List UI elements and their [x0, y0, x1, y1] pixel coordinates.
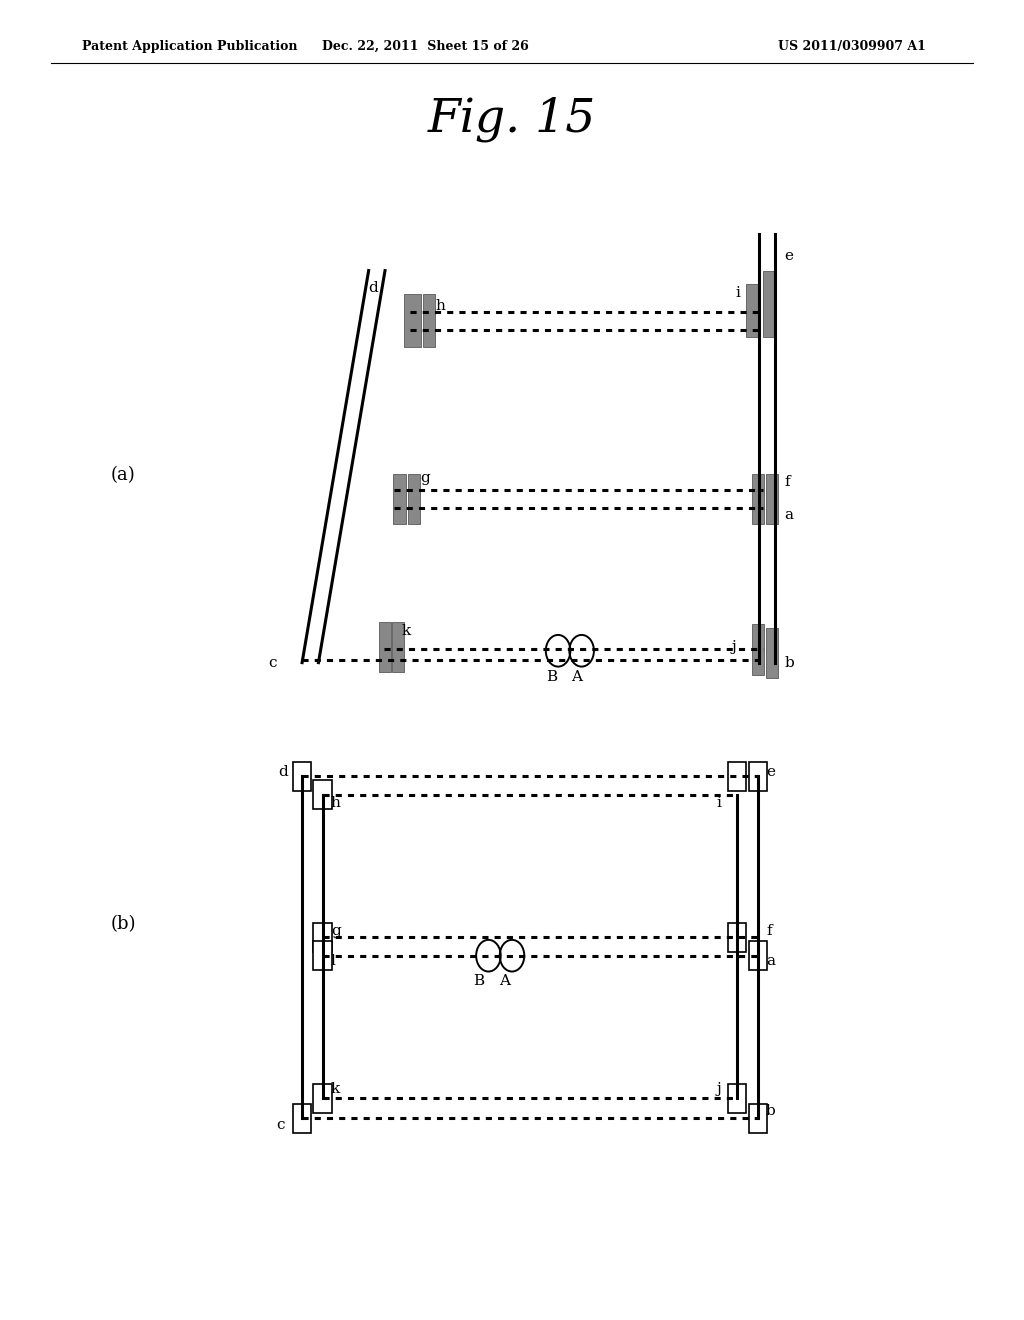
Text: g: g	[331, 924, 341, 937]
Bar	[752, 474, 764, 524]
Bar	[404, 294, 421, 347]
Text: d: d	[369, 281, 379, 294]
Bar	[746, 284, 759, 337]
Text: B: B	[473, 974, 484, 987]
Text: a: a	[766, 954, 775, 968]
Text: k: k	[401, 624, 411, 638]
Text: i: i	[717, 796, 722, 809]
Text: i: i	[735, 286, 740, 300]
Bar	[749, 762, 767, 791]
Text: Dec. 22, 2011  Sheet 15 of 26: Dec. 22, 2011 Sheet 15 of 26	[322, 40, 528, 53]
Text: f: f	[766, 924, 771, 937]
Text: k: k	[331, 1082, 340, 1096]
Text: l: l	[331, 954, 336, 968]
Bar	[313, 1084, 332, 1113]
Bar	[752, 624, 764, 675]
Bar	[423, 294, 435, 347]
Text: b: b	[784, 656, 795, 669]
Text: c: c	[268, 656, 276, 669]
Bar	[392, 622, 404, 672]
Text: Patent Application Publication: Patent Application Publication	[82, 40, 297, 53]
Bar	[313, 941, 332, 970]
Text: Fig. 15: Fig. 15	[428, 96, 596, 141]
Text: h: h	[331, 796, 341, 809]
Text: d: d	[279, 766, 289, 779]
Text: (a): (a)	[111, 466, 135, 484]
Bar	[749, 941, 767, 970]
Text: US 2011/0309907 A1: US 2011/0309907 A1	[778, 40, 926, 53]
Text: b: b	[766, 1105, 776, 1118]
Bar	[393, 474, 406, 524]
Text: (b): (b)	[111, 915, 135, 933]
Bar	[728, 1084, 746, 1113]
Text: a: a	[784, 508, 794, 521]
Text: j: j	[717, 1082, 722, 1096]
Text: A: A	[571, 671, 583, 684]
Bar	[293, 762, 311, 791]
Bar	[313, 780, 332, 809]
Bar	[749, 1104, 767, 1133]
Bar	[408, 474, 420, 524]
Text: e: e	[784, 249, 794, 263]
Text: j: j	[731, 640, 736, 653]
Text: A: A	[499, 974, 510, 987]
Bar	[766, 628, 778, 678]
Bar	[293, 1104, 311, 1133]
Text: c: c	[276, 1118, 285, 1131]
Bar	[766, 474, 778, 524]
Text: e: e	[766, 766, 775, 779]
Bar	[763, 271, 775, 337]
Bar	[379, 622, 391, 672]
Bar	[728, 762, 746, 791]
Text: f: f	[784, 475, 790, 488]
Text: B: B	[546, 671, 557, 684]
Text: g: g	[420, 471, 430, 484]
Text: h: h	[435, 300, 445, 313]
Bar	[313, 923, 332, 952]
Bar	[728, 923, 746, 952]
